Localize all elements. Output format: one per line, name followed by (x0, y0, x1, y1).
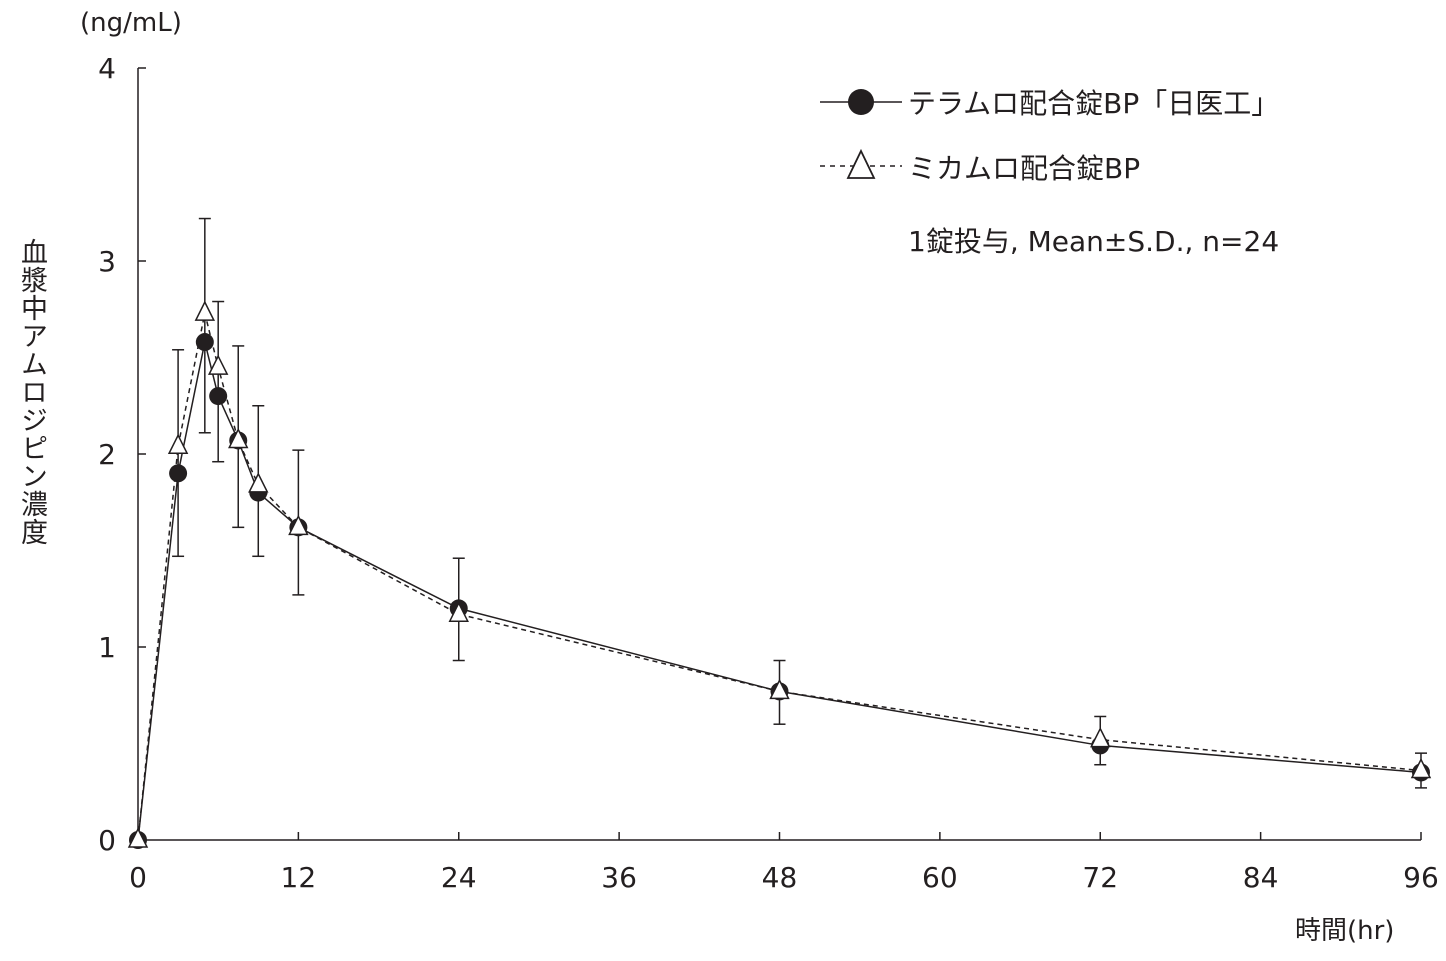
data-point-triangle (167, 433, 189, 455)
y-axis-unit: (ng/mL) (80, 8, 182, 38)
annotation: 1錠投与, Mean±S.D., n=24 (908, 225, 1279, 258)
data-point-triangle (207, 354, 229, 375)
data-point-triangle (448, 601, 469, 622)
legend-label-1: テラムロ配合錠BP「日医工」 (908, 87, 1279, 120)
data-point-circle (209, 387, 228, 406)
x-tick-label: 60 (922, 861, 958, 894)
data-point-triangle (194, 300, 216, 321)
data-point-circle (169, 464, 188, 483)
x-tick-label: 72 (1082, 861, 1118, 894)
data-point-triangle (228, 427, 249, 449)
y-tick-label: 2 (98, 438, 116, 471)
legend-marker-triangle (846, 148, 876, 179)
x-tick-label: 0 (129, 861, 147, 894)
y-tick-label: 4 (98, 52, 116, 85)
x-axis-label: 時間(hr) (1295, 916, 1395, 946)
y-axis-label: 血漿中アムロジピン濃度 (16, 238, 47, 546)
series-line-1 (137, 341, 1422, 841)
legend-marker-circle (848, 89, 874, 115)
x-tick-label: 96 (1403, 861, 1439, 894)
legend: テラムロ配合錠BP「日医工」 ミカムロ配合錠BP 1錠投与, Mean±S.D.… (820, 87, 1279, 258)
series-line-2 (137, 312, 1422, 841)
data-point-triangle (769, 678, 790, 700)
y-tick-label: 1 (98, 631, 116, 664)
data-point-circle (195, 333, 214, 352)
data-point-triangle (127, 827, 149, 848)
x-tick-label: 12 (281, 861, 317, 894)
data-point-triangle (248, 472, 269, 493)
data-point-triangle (1410, 757, 1432, 779)
y-tick-label: 0 (98, 824, 116, 857)
x-tick-label: 48 (762, 861, 798, 894)
x-tick-label: 24 (441, 861, 477, 894)
x-tick-label: 36 (601, 861, 637, 894)
data-point-triangle (288, 514, 309, 536)
data-point-triangle (1090, 726, 1111, 748)
x-tick-label: 84 (1243, 861, 1279, 894)
legend-label-2: ミカムロ配合錠BP (908, 152, 1140, 185)
y-tick-label: 3 (98, 245, 116, 278)
